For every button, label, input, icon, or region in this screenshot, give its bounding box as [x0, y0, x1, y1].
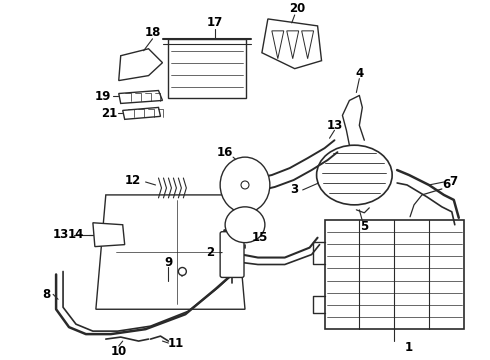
Text: 17: 17	[207, 17, 223, 30]
Text: 5: 5	[360, 220, 368, 233]
Text: 8: 8	[42, 288, 50, 301]
Text: 16: 16	[217, 146, 233, 159]
Text: 11: 11	[167, 337, 184, 350]
Text: 1: 1	[405, 341, 413, 354]
Text: 7: 7	[450, 175, 458, 189]
Text: 3: 3	[291, 184, 299, 197]
Ellipse shape	[317, 145, 392, 205]
Ellipse shape	[241, 181, 249, 189]
Polygon shape	[272, 31, 284, 59]
Text: 18: 18	[145, 26, 161, 39]
Text: 13: 13	[53, 228, 69, 241]
Text: 19: 19	[95, 90, 111, 103]
Polygon shape	[119, 49, 163, 81]
Text: 15: 15	[252, 231, 268, 244]
Polygon shape	[93, 223, 124, 247]
Ellipse shape	[225, 207, 265, 243]
Polygon shape	[287, 31, 299, 59]
Text: 12: 12	[124, 174, 141, 186]
Text: 6: 6	[442, 179, 451, 192]
FancyBboxPatch shape	[220, 232, 244, 278]
Ellipse shape	[220, 157, 270, 213]
Bar	[324, 220, 464, 329]
Polygon shape	[119, 90, 163, 103]
Polygon shape	[96, 195, 245, 309]
Ellipse shape	[178, 267, 186, 275]
Text: 20: 20	[290, 3, 306, 15]
Text: 10: 10	[111, 345, 127, 357]
Polygon shape	[122, 107, 161, 120]
Polygon shape	[262, 19, 321, 69]
Text: 9: 9	[164, 256, 172, 269]
Bar	[169, 39, 246, 99]
Text: 2: 2	[206, 246, 222, 259]
Text: 21: 21	[100, 107, 117, 120]
Polygon shape	[302, 31, 314, 59]
Text: 13: 13	[326, 119, 343, 132]
Text: 4: 4	[355, 67, 364, 80]
Text: 14: 14	[68, 229, 84, 242]
